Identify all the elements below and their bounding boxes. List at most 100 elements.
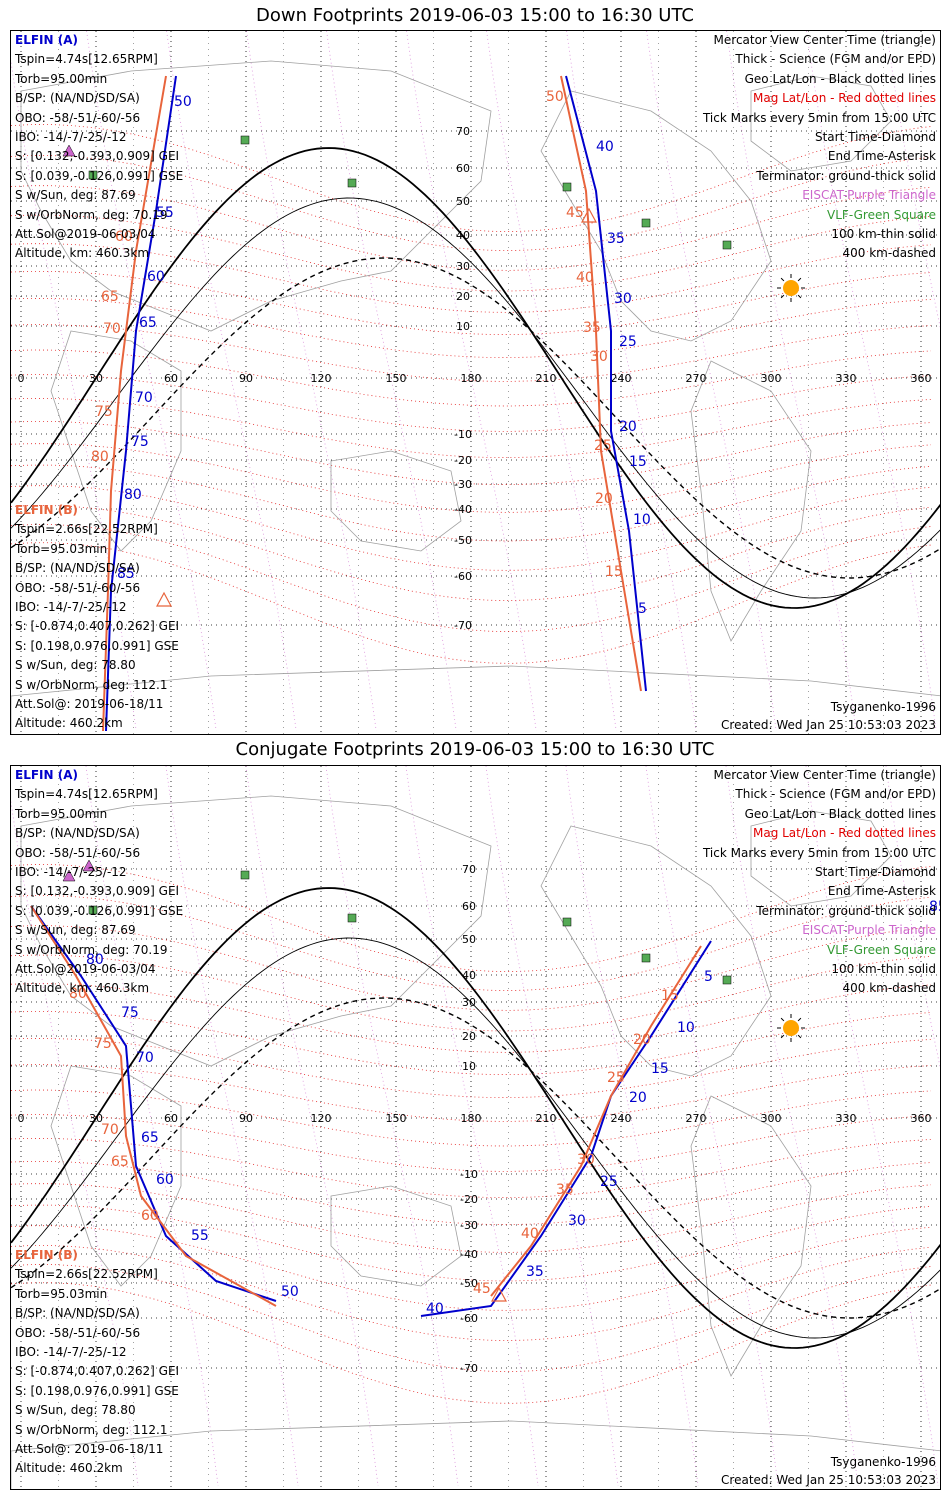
trace-tick-label: 25 (600, 1174, 618, 1190)
legend-center-time: Mercator View Center Time (triangle) (713, 33, 936, 47)
lon-label: 30 (89, 372, 103, 385)
legend-geo-grid: Geo Lat/Lon - Black dotted lines (744, 71, 936, 86)
eiscat-triangle-icon (62, 144, 76, 157)
legend-geo-grid: Geo Lat/Lon - Black dotted lines (744, 806, 936, 821)
mag-parallel (11, 1114, 932, 1172)
vlf-square-icon (347, 913, 357, 923)
sun-ray (780, 1017, 785, 1022)
lat-label: 10 (456, 320, 470, 333)
coastline (20, 60, 492, 332)
legend-mag-grid: Mag Lat/Lon - Red dotted lines (752, 91, 936, 106)
lat-label: -20 (454, 454, 472, 467)
trace-tick-label: 50 (281, 1284, 299, 1300)
sun-ray (797, 1017, 802, 1022)
legend-thick-science: Thick - Science (FGM and/or EPD) (735, 52, 936, 67)
trace-tick-label: 35 (526, 1264, 544, 1280)
legend-mag-grid: Mag Lat/Lon - Red dotted lines (752, 826, 936, 841)
elfin-b-bsp: B/SP: (NA/ND/SD/SA) (15, 1306, 140, 1321)
elfin-a-orbnorm: S w/OrbNorm, deg: 70.19 (15, 942, 168, 957)
trace-tick-label: 25 (594, 438, 612, 454)
elfin-b-bsp: B/SP: (NA/ND/SD/SA) (15, 561, 140, 576)
lat-label: 10 (462, 1060, 476, 1073)
lon-label: 240 (611, 1112, 632, 1125)
eiscat-triangle-icon (82, 859, 96, 872)
coastline (330, 450, 462, 552)
coastline (690, 1095, 812, 1377)
coastline (750, 810, 892, 907)
mag-meridian (646, 31, 777, 732)
lat-label: -40 (454, 503, 472, 516)
trace-tick-label: 65 (141, 1130, 159, 1146)
legend-tick-marks: Tick Marks every 5min from 15:00 UTC (702, 110, 936, 125)
coastline (540, 825, 772, 1077)
elfin-b-altitude: Altitude: 460.2km (15, 716, 123, 731)
elfin-a-altitude: Altitude, km: 460.3km (15, 981, 150, 996)
trace-tick-label: 70 (103, 321, 121, 337)
trace-tick-label: 20 (595, 491, 613, 507)
trace-tick-label: 60 (115, 229, 133, 245)
elfin-a-trace (420, 940, 712, 1317)
terminator-400km (11, 257, 940, 579)
coastline (11, 665, 940, 734)
mag-meridian (806, 31, 937, 732)
trace-tick-label: 5 (704, 969, 713, 985)
mag-meridian (11, 59, 137, 732)
bottom-panel-title: Conjugate Footprints 2019-06-03 15:00 to… (235, 739, 715, 760)
trace-tick-label: 80 (69, 986, 87, 1002)
lon-label: 360 (911, 1112, 932, 1125)
elfin-a-orbnorm: S w/OrbNorm, deg: 70.19 (15, 207, 168, 222)
lat-label: -40 (460, 1248, 478, 1261)
legend-tick-marks: Tick Marks every 5min from 15:00 UTC (702, 845, 936, 860)
trace-tick-label: 65 (139, 315, 157, 331)
trace-tick-label: 45 (566, 205, 584, 221)
vlf-square-icon (240, 135, 250, 145)
trace-tick-label: 35 (556, 1182, 574, 1198)
lat-label: -60 (460, 1312, 478, 1325)
elfin-a-trace (30, 905, 277, 1302)
legend-start-time: Start Time-Diamond (814, 865, 936, 880)
lon-label: 300 (761, 1112, 782, 1125)
mag-parallel (11, 349, 932, 407)
elfin-a-s-gse: S: [0.039,-0.126,0.991] GSE (15, 168, 184, 183)
coastline (20, 795, 492, 1067)
trace-tick-label: 70 (136, 1050, 154, 1066)
elfin-a-bsp: B/SP: (NA/ND/SD/SA) (15, 91, 140, 106)
terminator-ground (11, 147, 940, 609)
mag-meridian (565, 766, 699, 1487)
trace-tick-label: 80 (86, 952, 104, 968)
trace-tick-label: 20 (629, 1090, 647, 1106)
elfin-b-sun-angle: S w/Sun, deg: 78.80 (15, 1403, 136, 1418)
mag-parallel (11, 324, 932, 382)
mag-parallel (11, 374, 932, 432)
lon-label: 0 (18, 1112, 25, 1125)
mag-parallel (11, 1137, 932, 1199)
terminator-100km (11, 937, 940, 1339)
lat-label: 60 (456, 162, 470, 175)
lon-label: 300 (761, 372, 782, 385)
vlf-square-icon (88, 170, 98, 180)
lat-label: 30 (456, 260, 470, 273)
vlf-square-icon (240, 870, 250, 880)
terminator-400km (11, 997, 940, 1319)
mag-meridian (406, 31, 537, 732)
coastline (690, 360, 812, 642)
elfin-b-torb: Torb=95.03min (15, 541, 108, 556)
coastline (750, 75, 892, 172)
elfin-a-obo: OBO: -58/-51/-60/-56 (15, 110, 141, 125)
legend-vlf: VLF-Green Square (827, 207, 936, 222)
trace-tick-label: 50 (174, 94, 192, 110)
lon-label: 150 (386, 372, 407, 385)
vlf-square-icon (88, 905, 98, 915)
coastline (330, 1185, 462, 1287)
legend-start-time: Start Time-Diamond (814, 130, 936, 145)
lon-label: 60 (164, 1112, 178, 1125)
mag-parallel (11, 397, 932, 459)
trace-tick-label: 65 (101, 289, 119, 305)
legend-terminator: Terminator: ground-thick solid (756, 168, 936, 183)
trace-tick-label: 60 (156, 1172, 174, 1188)
trace-tick-label: 15 (651, 1061, 669, 1077)
legend-400km: 400 km-dashed (842, 246, 936, 261)
elfin-a-trace (565, 75, 647, 692)
coastline (11, 1420, 940, 1489)
lon-label: 270 (686, 1112, 707, 1125)
